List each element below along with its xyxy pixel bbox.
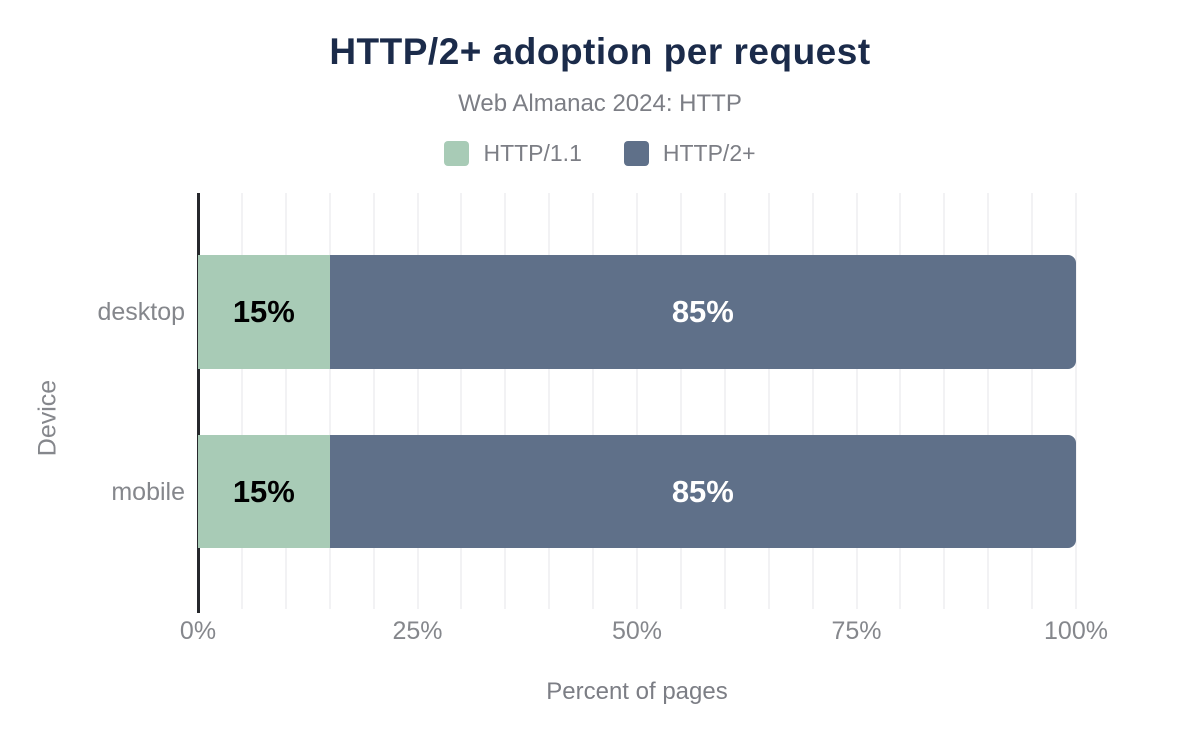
bar-segment-http-1-1: 15% [198, 435, 330, 548]
gridline [592, 193, 595, 609]
gridline [548, 193, 551, 609]
chart-title: HTTP/2+ adoption per request [329, 31, 871, 72]
y-axis-line [197, 193, 200, 613]
category-label-mobile: mobile [111, 477, 185, 506]
gridline [943, 193, 946, 609]
bar-value-label: 85% [671, 294, 734, 329]
gridline [855, 193, 858, 609]
gridline [372, 193, 375, 609]
gridline [899, 193, 902, 609]
bar-segment-http-2-: 85% [329, 435, 1076, 548]
legend-label: HTTP/2+ [662, 140, 756, 166]
gridline [328, 193, 331, 609]
x-axis-title: Percent of pages [546, 678, 728, 705]
legend-item-http-2-: HTTP/2+ [623, 140, 756, 167]
chart-subtitle: Web Almanac 2024: HTTP [458, 90, 742, 117]
gridline [767, 193, 770, 609]
gridline [1075, 193, 1077, 609]
bar-segment-http-1-1: 15% [198, 255, 330, 369]
x-tick-label: 100% [1044, 617, 1108, 645]
bar-value-label: 15% [232, 473, 295, 509]
bar-value-label: 85% [671, 473, 734, 509]
plot-area: 15% 85% 15% 85% [197, 193, 1077, 613]
bar-row-mobile: 15% 85% [198, 435, 1076, 548]
legend-item-http-1-1: HTTP/1.1 [444, 140, 582, 167]
category-label-desktop: desktop [97, 298, 185, 326]
gridline [679, 193, 682, 609]
gridline [240, 193, 243, 609]
bar-segment-http-2-: 85% [329, 255, 1076, 369]
x-tick-label: 50% [611, 617, 663, 645]
gridline [416, 193, 419, 609]
gridline [460, 193, 463, 609]
gridline [504, 193, 507, 609]
bar-value-label: 15% [232, 294, 295, 329]
legend-swatch-icon [444, 141, 470, 166]
gridline [284, 193, 287, 609]
legend: HTTP/1.1 HTTP/2+ [0, 140, 1200, 167]
x-tick-label: 75% [831, 617, 882, 645]
y-axis-title: Device [33, 379, 62, 457]
x-tick-label: 25% [392, 617, 443, 645]
gridline [811, 193, 814, 609]
gridline [723, 193, 726, 609]
x-tick-label: 0% [179, 617, 217, 645]
gridline [987, 193, 990, 609]
legend-label: HTTP/1.1 [483, 140, 582, 166]
x-ticks: 0% 25% 50% 75% 100% [180, 616, 1108, 646]
legend-swatch-icon [623, 141, 649, 166]
gridline [1031, 193, 1034, 609]
bar-row-desktop: 15% 85% [198, 255, 1076, 369]
gridline [636, 193, 638, 609]
